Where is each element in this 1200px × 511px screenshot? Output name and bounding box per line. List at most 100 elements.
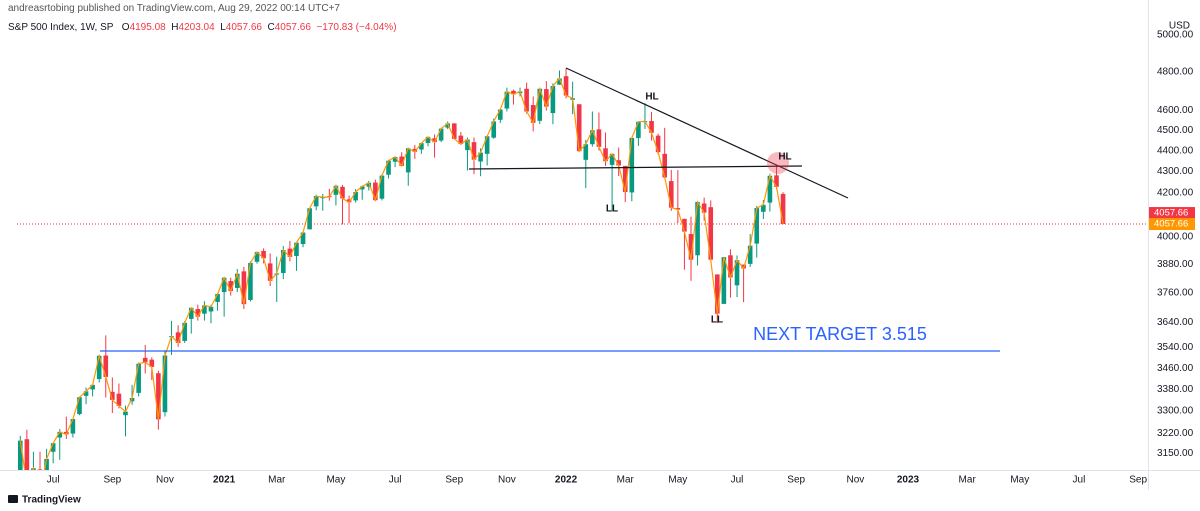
candle-body [254, 252, 260, 262]
candle-body [649, 121, 654, 133]
y-tick-label: 3150.00 [1157, 448, 1194, 459]
y-tick-label: 3220.00 [1157, 428, 1194, 439]
candle-body [754, 208, 760, 244]
candle-body [162, 355, 168, 413]
ohlc-letter: O [121, 22, 130, 33]
candle-body [142, 357, 148, 363]
candle-body [379, 175, 385, 199]
candle-body [156, 373, 161, 420]
ohlc-value: 4057.66 [225, 22, 262, 33]
candle-body [353, 191, 358, 201]
candle-body [392, 156, 398, 162]
close-line [19, 77, 784, 470]
y-tick-label: 3640.00 [1157, 317, 1194, 328]
candle-body [576, 104, 582, 152]
ohlc-value: 4195.08 [129, 22, 166, 33]
price-badge-label: 4057.66 [1154, 208, 1188, 219]
pivot-label: HL [778, 152, 791, 163]
candle-body [241, 271, 247, 305]
candle-body [557, 78, 562, 85]
plot-area [17, 68, 786, 470]
x-tick-label: Mar [617, 475, 635, 486]
candle-body [636, 121, 641, 139]
candle-body [149, 359, 155, 367]
pivot-label: HL [645, 92, 658, 103]
price-badge-label: 4057.66 [1154, 219, 1188, 230]
candle-body [465, 139, 470, 151]
candle-body [445, 123, 451, 128]
candle-body [425, 136, 431, 143]
candle-body [399, 156, 404, 166]
candle-body [609, 153, 615, 165]
candle-body [432, 138, 437, 143]
candle-body [188, 307, 194, 319]
x-tick-label: Jul [731, 475, 744, 486]
candle-body [701, 203, 707, 213]
candle-body [136, 363, 141, 393]
y-tick-label: 4500.00 [1157, 125, 1194, 136]
candle-body [70, 419, 76, 434]
candle-body [590, 130, 595, 145]
candle-body [774, 175, 779, 187]
y-tick-label: 4600.00 [1157, 105, 1194, 116]
ohlc-value: 4203.04 [178, 22, 215, 33]
candle-body [471, 142, 477, 160]
x-tick-label: Mar [268, 475, 286, 486]
y-tick-label: 5000.00 [1157, 30, 1194, 41]
candle-body [359, 186, 365, 190]
change: −170.83 (−4.04%) [316, 22, 397, 33]
ohlc-letter: L [220, 22, 226, 33]
candle-body [695, 201, 700, 256]
brand-icon [8, 495, 18, 503]
candle-body [734, 260, 740, 286]
candle-body [373, 182, 378, 201]
y-tick-label: 3540.00 [1157, 342, 1194, 353]
x-tick-label: Jul [389, 475, 402, 486]
candle-body [708, 207, 714, 260]
price-badge [1149, 207, 1195, 220]
ohlc-letter: H [171, 22, 179, 33]
candle-body [675, 208, 681, 210]
candle-body [248, 262, 253, 301]
candle-body [780, 193, 786, 225]
candle-body [747, 245, 753, 264]
candle-body [182, 322, 187, 341]
candle-body [405, 148, 411, 173]
candle-body [50, 443, 56, 452]
candle-body [116, 393, 122, 406]
x-tick-label: Mar [959, 475, 977, 486]
price-badge [1149, 218, 1195, 231]
candle-body [767, 175, 773, 203]
candle-body [346, 199, 352, 203]
candle-body [90, 384, 95, 390]
candle-body [484, 136, 490, 154]
x-tick-label: 2022 [555, 475, 578, 486]
candle-body [37, 469, 43, 470]
candle-body [616, 160, 621, 166]
candle-body [57, 431, 63, 438]
candle-body [234, 273, 240, 288]
candle-body [504, 91, 510, 109]
candle-body [458, 135, 464, 144]
x-tick-label: Nov [498, 475, 516, 486]
candle-body [714, 274, 720, 314]
y-tick-label: 3880.00 [1157, 259, 1194, 270]
y-tick-label: 4800.00 [1157, 67, 1194, 78]
x-tick-label: Nov [156, 475, 174, 486]
drawings: NEXT TARGET 3.515 HL HL LL LL [100, 67, 1000, 352]
x-tick-label: Jul [1073, 475, 1086, 486]
candle-body [668, 181, 674, 208]
x-tick-label: May [1010, 475, 1029, 486]
x-tick-label: May [326, 475, 345, 486]
publisher: andreasrtobing published on TradingView.… [8, 3, 340, 14]
candle-body [629, 137, 635, 193]
candle-body [287, 248, 293, 257]
candle-body [202, 305, 207, 314]
candle-body [438, 128, 444, 141]
symbol: S&P 500 Index, 1W, SP [8, 22, 114, 33]
target-label: NEXT TARGET 3.515 [753, 324, 927, 344]
trend-line [565, 67, 849, 199]
x-tick-label: 2023 [897, 475, 920, 486]
